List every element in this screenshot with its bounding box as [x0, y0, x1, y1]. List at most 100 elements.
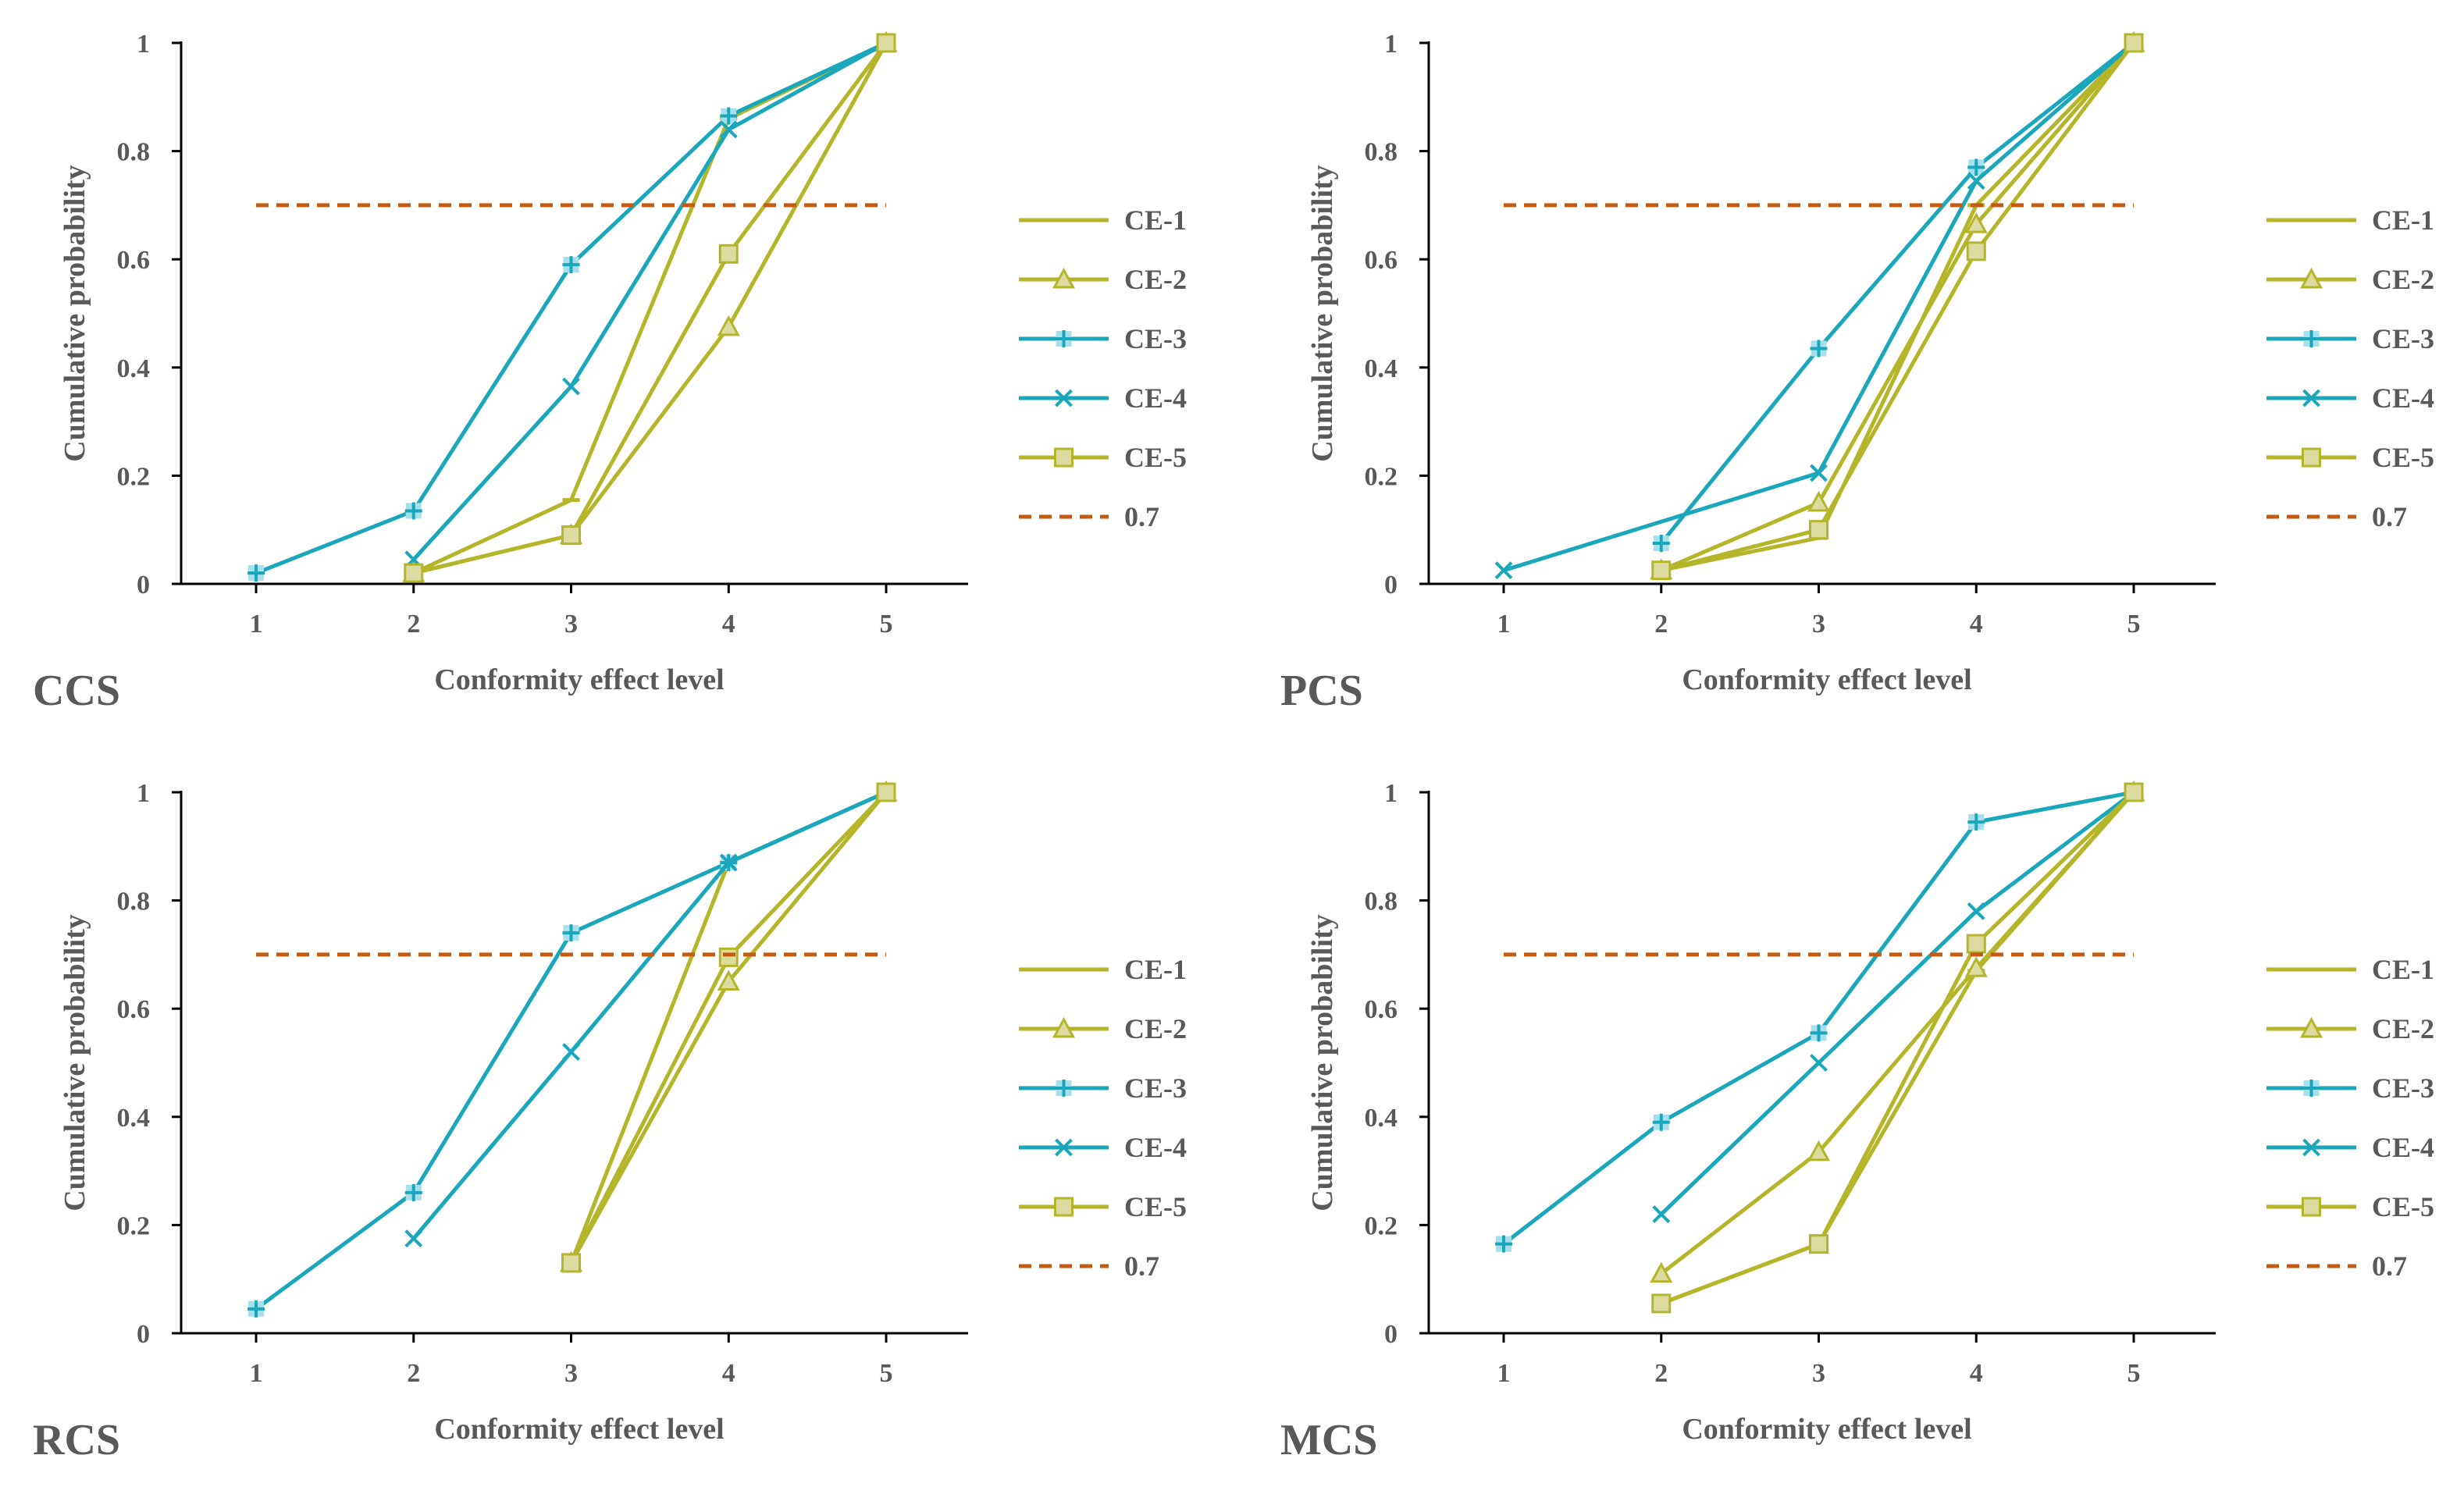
legend-entry-ce-5: CE-5: [2266, 442, 2434, 473]
data-point-ce-5: [1651, 1293, 1672, 1314]
y-axis-title: Cumulative probability: [59, 165, 91, 461]
data-point-ce-3: [562, 256, 580, 274]
y-tick-label: 0.8: [117, 888, 151, 916]
chart-panel-rcs: 0 0.2 0.4 0.6 0.8 1 1 2 3 4 5 Conformity effect lev…: [33, 779, 1187, 1464]
legend-label: 0.7: [1124, 501, 1159, 532]
y-tick-label: 0.6: [117, 995, 151, 1024]
legend-marker: [2302, 330, 2320, 347]
legend-marker: [2302, 1138, 2320, 1157]
data-point-ce-2: [1807, 1140, 1831, 1161]
series-ce-1: [1652, 41, 2142, 573]
legend-label: CE-4: [1124, 382, 1187, 414]
legend-entry-ce-4: CE-4: [1019, 1132, 1187, 1163]
legend-label: CE-1: [1124, 205, 1187, 236]
data-point-ce-4: [562, 377, 580, 396]
data-point-ce-2: [1807, 490, 1831, 512]
legend-label: CE-4: [1124, 1132, 1187, 1163]
data-point-ce-2: [1650, 1261, 1673, 1283]
legend-label: CE-5: [2372, 442, 2434, 473]
data-point-ce-4: [1810, 1054, 1828, 1072]
data-point-ce-3: [1652, 1113, 1670, 1131]
legend-entry-ce-5: CE-5: [2266, 1191, 2434, 1222]
series-line-ce-5: [1660, 791, 2135, 1306]
legend-label: CE-1: [2372, 954, 2434, 985]
y-tick-label: 0.4: [117, 354, 151, 383]
y-tick-label: 0.6: [1365, 995, 1398, 1024]
x-tick-label: 2: [1654, 1359, 1668, 1388]
panel-label: CCS: [33, 667, 120, 715]
chart-panel-mcs: 0 0.2 0.4 0.6 0.8 1 1 2 3 4 5 Conformity effect lev…: [1280, 779, 2434, 1464]
legend-label: 0.7: [2372, 1250, 2407, 1282]
y-axis-title: Cumulative probability: [1306, 165, 1339, 461]
legend-label: CE-2: [1124, 1013, 1187, 1044]
legend-label: CE-3: [2372, 1073, 2434, 1104]
legend-entry-ce-1: CE-1: [2266, 205, 2434, 236]
series-ce-1: [1652, 790, 2142, 1306]
legend-entry-ce-2: CE-2: [1019, 1013, 1187, 1044]
x-tick-label: 1: [250, 1359, 263, 1388]
x-tick-label: 4: [722, 610, 735, 639]
legend-marker: [1052, 1016, 1076, 1038]
series-ce-2: [1650, 30, 2145, 580]
legend-entry-ce-1: CE-1: [2266, 954, 2434, 985]
legend-marker: [2302, 447, 2321, 468]
data-point-ce-5: [718, 244, 739, 264]
series-line-ce-4: [411, 41, 888, 561]
series-line-ce-3: [255, 41, 888, 575]
series-ce-1: [404, 41, 895, 575]
y-tick-label: 1: [1384, 779, 1398, 808]
x-tick-label: 2: [407, 610, 420, 639]
legend-entry-ce-1: CE-1: [1019, 205, 1187, 236]
data-point-ce-5: [1651, 560, 1672, 581]
series-ce-3: [1495, 784, 2142, 1253]
y-tick-label: 0.2: [117, 1211, 151, 1240]
data-point-ce-3: [404, 502, 422, 520]
y-tick-label: 0.4: [1365, 1104, 1398, 1133]
series-line-ce-4: [1503, 41, 2135, 573]
panel-label: PCS: [1280, 667, 1363, 715]
legend-label: CE-2: [1124, 264, 1187, 295]
data-point-ce-3: [1810, 1024, 1828, 1042]
y-tick-label: 1: [137, 30, 150, 59]
data-point-ce-3: [247, 564, 265, 582]
x-tick-label: 3: [564, 610, 578, 639]
series-ce-5: [1651, 782, 2144, 1314]
data-point-ce-5: [2124, 33, 2144, 53]
y-tick-label: 0: [137, 1320, 150, 1349]
series-line-ce-3: [1659, 41, 2135, 545]
y-axis-title: Cumulative probability: [1306, 914, 1339, 1211]
data-point-ce-3: [1495, 1235, 1512, 1253]
legend-label: 0.7: [2372, 501, 2407, 532]
x-axis-title: Conformity effect level: [1682, 663, 1971, 696]
y-tick-label: 0: [137, 571, 150, 599]
series-line-ce-1: [412, 41, 888, 575]
legend-marker: [1055, 1080, 1073, 1097]
data-point-ce-3: [1652, 535, 1670, 553]
legend-marker: [1055, 389, 1073, 407]
legend-marker: [2302, 389, 2320, 407]
legend-entry-ce-5: CE-5: [1019, 1191, 1187, 1222]
series-line-ce-1: [1661, 41, 2135, 573]
data-point-ce-3: [1967, 813, 1985, 831]
data-point-ce-4: [719, 120, 738, 139]
legend-label: CE-3: [1124, 323, 1187, 354]
x-tick-label: 2: [1654, 610, 1668, 639]
legend-entry-ce-4: CE-4: [1019, 382, 1187, 414]
legend-entry-ce-3: CE-3: [2266, 323, 2434, 354]
legend-label: CE-2: [2372, 1013, 2434, 1044]
x-tick-label: 3: [1812, 1359, 1825, 1388]
legend-entry-ce-3: CE-3: [1019, 323, 1187, 354]
data-point-ce-5: [876, 33, 896, 53]
legend-marker: [2299, 1016, 2323, 1038]
x-tick-label: 5: [880, 610, 893, 639]
data-point-ce-5: [1966, 934, 1986, 954]
series-line-ce-5: [413, 41, 888, 575]
x-tick-label: 4: [1970, 610, 1983, 639]
data-point-ce-4: [1810, 464, 1828, 482]
data-point-ce-5: [718, 947, 739, 967]
x-tick-label: 3: [564, 1359, 578, 1388]
legend-entry-0-7: 0.7: [2266, 1250, 2407, 1282]
legend-label: CE-1: [2372, 205, 2434, 236]
legend-label: CE-4: [2372, 382, 2434, 414]
